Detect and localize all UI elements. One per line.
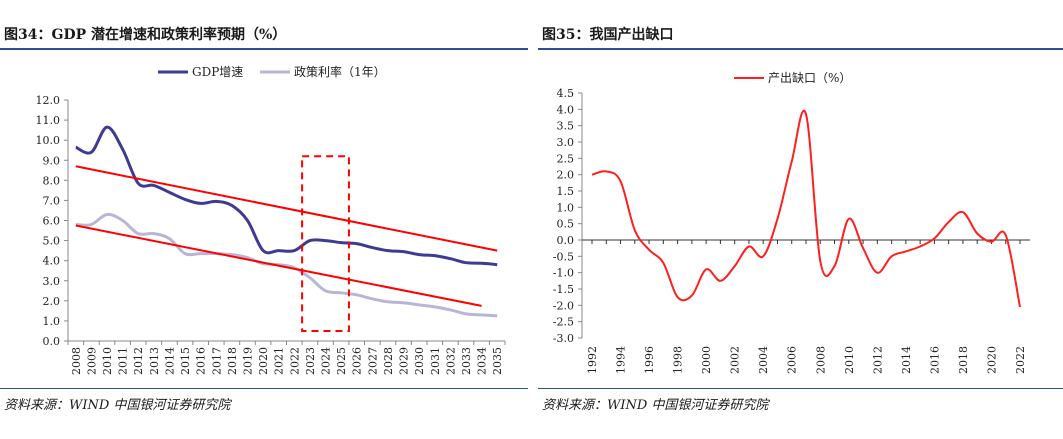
x-tick-label: 2008 [70, 347, 83, 375]
x-tick-label: 2031 [429, 347, 442, 375]
y-tick-label: 4.0 [557, 103, 575, 116]
x-tick-label: 2020 [257, 347, 270, 375]
x-tick-label: 2021 [273, 347, 286, 375]
left-chart-title: 图34：GDP 潜在增速和政策利率预期（%） [4, 27, 287, 43]
x-tick-label: 2004 [757, 346, 770, 374]
x-tick-label: 2020 [985, 346, 998, 374]
x-tick-label: 2013 [148, 347, 161, 375]
y-tick-label: 8.0 [43, 174, 61, 187]
x-tick-label: 2014 [163, 347, 176, 375]
y-tick-label: 6.0 [43, 215, 61, 228]
x-tick-label: 2010 [843, 346, 856, 374]
x-tick-label: 2018 [957, 346, 970, 374]
x-tick-label: 2030 [413, 347, 426, 375]
y-tick-label: 12.0 [36, 94, 61, 107]
y-tick-label: 1.0 [557, 201, 575, 214]
y-tick-label: 2.0 [557, 169, 575, 182]
y-tick-label: -3.0 [553, 332, 574, 345]
x-tick-label: 2026 [351, 347, 364, 375]
x-tick-label: 1996 [643, 346, 656, 374]
y-tick-label: 2.5 [557, 152, 575, 165]
y-tick-label: 11.0 [36, 114, 61, 127]
x-tick-label: 2027 [366, 347, 379, 375]
x-tick-label: 2008 [814, 346, 827, 374]
legend-label-policy-rate: 政策利率（1年） [294, 64, 386, 79]
left-panel: 图34：GDP 潜在增速和政策利率预期（%） 0.0 1.0 2.0 3.0 4.0 5.… [0, 0, 528, 439]
right-chart-title: 图35：我国产出缺口 [542, 27, 674, 43]
x-tick-label: 2035 [491, 347, 504, 375]
x-tick-label: 2029 [398, 347, 411, 375]
output-gap-chart: 4.5 4.0 3.5 3.0 2.5 2.0 1.5 1.0 0.5 0.0 -0.5 -1.0 -1… [553, 70, 1030, 374]
x-tick-label: 2022 [1014, 346, 1027, 374]
x-tick-label: 2033 [460, 347, 473, 375]
legend-label-output-gap: 产出缺口（%） [768, 70, 851, 85]
x-tick-label: 2015 [179, 347, 192, 375]
left-source-note: 资料来源：WIND 中国银河证券研究院 [4, 398, 231, 413]
x-tick-label: 2032 [444, 347, 457, 375]
left-source-rule [0, 388, 528, 389]
y-tick-label: -1.5 [553, 283, 574, 296]
upper-trend-line [75, 165, 498, 252]
x-tick-label: 1994 [615, 346, 628, 374]
x-tick-label: 2016 [195, 347, 208, 375]
x-tick-label: 2012 [871, 346, 884, 374]
left-title-rule [0, 48, 528, 50]
y-tick-label: 0.0 [43, 335, 61, 348]
x-tick-label: 2012 [132, 347, 145, 375]
y-tick-label: 4.0 [43, 255, 61, 268]
x-tick-label: 1998 [672, 346, 685, 374]
gdp-policy-rate-chart: 0.0 1.0 2.0 3.0 4.0 5.0 6.0 7.0 8.0 9.0 10.0 11.0 12… [36, 64, 506, 375]
y-tick-label: -0.5 [553, 250, 574, 263]
x-tick-label: 2016 [928, 346, 941, 374]
x-tick-label: 2014 [900, 346, 913, 374]
policy-rate-line [75, 212, 498, 318]
x-tick-label: 2028 [382, 347, 395, 375]
y-tick-label: 7.0 [43, 194, 61, 207]
x-tick-label: 1992 [586, 346, 599, 374]
x-tick-label: 2000 [700, 346, 713, 374]
right-source-rule [538, 388, 1063, 389]
x-tick-label: 2011 [117, 347, 130, 375]
y-tick-label: 9.0 [43, 154, 61, 167]
x-tick-label: 2006 [786, 346, 799, 374]
y-tick-label: -2.0 [553, 299, 574, 312]
right-source-note: 资料来源：WIND 中国银河证券研究院 [542, 398, 769, 413]
y-tick-label: 10.0 [36, 134, 61, 147]
x-tick-label: 2034 [476, 347, 489, 375]
x-tick-label: 2024 [320, 347, 333, 375]
y-tick-label: -2.5 [553, 316, 574, 329]
x-tick-label: 2025 [335, 347, 348, 375]
highlight-box [301, 155, 350, 332]
y-tick-label: 2.0 [43, 295, 61, 308]
legend-label-gdp: GDP增速 [192, 65, 243, 79]
y-tick-label: 1.5 [557, 185, 575, 198]
y-tick-label: 1.0 [43, 315, 61, 328]
y-tick-label: 0.0 [557, 234, 575, 247]
y-tick-label: 3.0 [557, 136, 575, 149]
lower-trend-line [75, 224, 482, 307]
y-tick-label: 3.5 [557, 120, 575, 133]
x-tick-label: 2010 [101, 347, 114, 375]
y-tick-label: 5.0 [43, 235, 61, 248]
y-tick-label: -1.0 [553, 267, 574, 280]
y-tick-label: 3.0 [43, 275, 61, 288]
x-tick-label: 2017 [210, 347, 223, 375]
right-panel: 图35：我国产出缺口 4.5 4.0 3.5 3.0 2.5 2.0 1.5 1.0 0.5 0.… [538, 0, 1063, 439]
gdp-growth-line [75, 125, 498, 267]
output-gap-line [591, 110, 1021, 308]
x-tick-label: 2018 [226, 347, 239, 375]
right-title-rule [538, 48, 1063, 50]
x-tick-label: 2009 [85, 347, 98, 375]
x-tick-label: 2023 [304, 347, 317, 375]
x-tick-label: 2019 [241, 347, 254, 375]
x-tick-label: 2002 [729, 346, 742, 374]
y-tick-label: 0.5 [557, 218, 575, 231]
x-tick-label: 2022 [288, 347, 301, 375]
y-tick-label: 4.5 [557, 87, 575, 100]
